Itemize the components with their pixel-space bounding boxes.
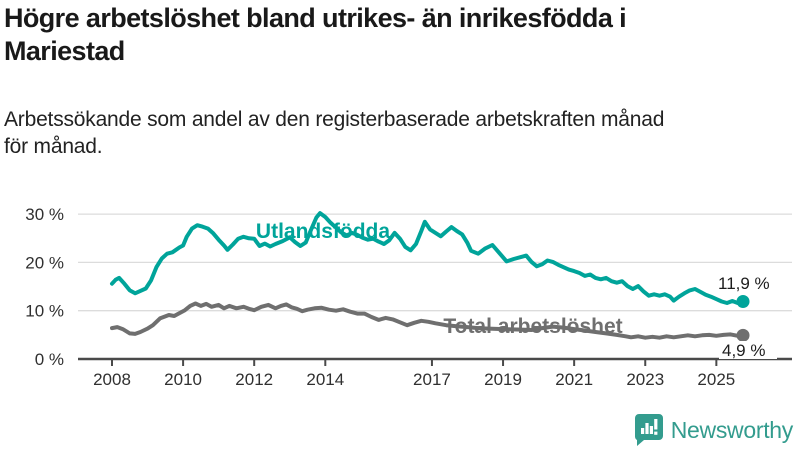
series-end-dot-total-arbetsloshet	[736, 328, 750, 342]
x-tick-label-2023: 2023	[626, 370, 664, 389]
series-line-total-arbetsloshet	[110, 301, 745, 340]
mini-bar-chart-glyph	[640, 419, 658, 435]
series-line-utlandsfodda	[110, 211, 745, 305]
x-tick-label-2021: 2021	[555, 370, 593, 389]
y-tick-label-0: 0 %	[35, 350, 64, 369]
speech-bubble-shape	[634, 414, 663, 446]
x-tick-label-2008: 2008	[93, 370, 131, 389]
x-tick-label-2025: 2025	[697, 370, 735, 389]
x-tick-label-2012: 2012	[235, 370, 273, 389]
end-value-label-utlandsfodda: 11,9 %	[718, 274, 770, 293]
page-title-line-2: Mariestad	[4, 36, 125, 66]
end-label-bg-total-arbetsloshet	[719, 341, 777, 359]
page-subtitle: Arbetssökande som andel av den registerb…	[4, 106, 664, 160]
end-value-label-total-arbetsloshet: 4,9 %	[722, 341, 765, 360]
x-tick-label-2017: 2017	[413, 370, 451, 389]
brand-logo: Newsworthy	[634, 413, 793, 447]
newsworthy-icon	[634, 414, 663, 446]
y-tick-label-30: 30 %	[25, 205, 64, 224]
y-tick-label-10: 10 %	[25, 302, 64, 321]
series-label-total-arbetsloshet: Total arbetslöshet	[443, 315, 622, 338]
x-tick-label-2014: 2014	[306, 370, 344, 389]
series-label-utlandsfodda: Utlandsfödda	[256, 220, 390, 243]
page-subtitle-line-2: för månad.	[4, 135, 103, 158]
page-subtitle-line-1: Arbetssökande som andel av den registerb…	[4, 108, 665, 131]
page-title: Högre arbetslöshet bland utrikes- än inr…	[4, 2, 627, 68]
page-title-line-1: Högre arbetslöshet bland utrikes- än inr…	[4, 3, 627, 33]
series-end-dot-utlandsfodda	[736, 295, 750, 309]
x-tick-label-2010: 2010	[164, 370, 202, 389]
brand-name: Newsworthy	[670, 416, 794, 443]
y-tick-label-20: 20 %	[25, 253, 64, 272]
x-tick-label-2019: 2019	[484, 370, 522, 389]
